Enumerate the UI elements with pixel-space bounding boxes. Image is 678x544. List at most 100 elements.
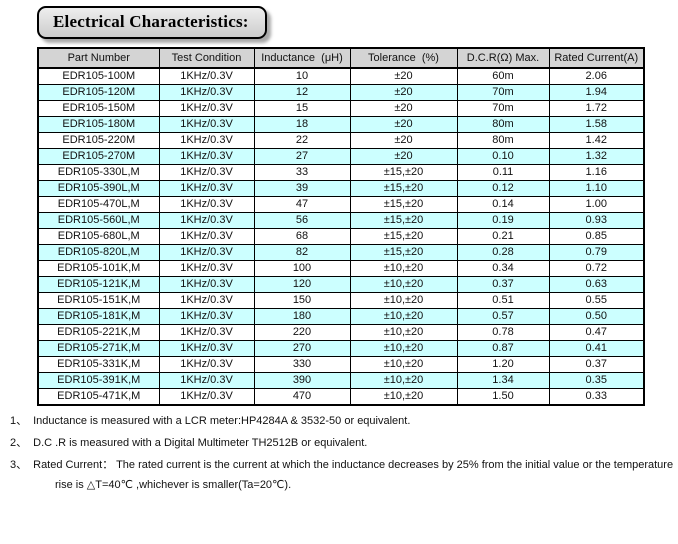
table-cell: ±20: [349, 100, 458, 117]
table-cell: 0.34: [456, 260, 550, 277]
table-row: EDR105-330L,M 1KHz/0.3V 33 ±15,±20 0.11 1.16: [37, 164, 645, 181]
table-cell: 1.58: [548, 116, 645, 133]
note-text: Rated Current： The rated current is the …: [33, 459, 674, 471]
table-row: EDR105-220M 1KHz/0.3V 22 ±20 80m 1.42: [37, 132, 645, 149]
table-row: EDR105-271K,M 1KHz/0.3V 270 ±10,±20 0.87 0.41: [37, 340, 645, 357]
column-header: Tolerance (%): [349, 47, 458, 69]
table-cell: ±20: [349, 67, 458, 85]
notes-section: 1、 Inductance is measured with a LCR mete…: [10, 412, 678, 491]
table-cell: EDR105-181K,M: [37, 308, 160, 325]
table-cell: EDR105-151K,M: [37, 292, 160, 309]
table-cell: 390: [253, 372, 351, 389]
note: 1、 Inductance is measured with a LCR mete…: [10, 412, 678, 428]
table-cell: ±20: [349, 132, 458, 149]
table-cell: 0.51: [456, 292, 550, 309]
table-cell: 60m: [456, 67, 550, 85]
table-cell: 1.00: [548, 196, 645, 213]
table-cell: 0.72: [548, 260, 645, 277]
column-header: Test Condition: [158, 47, 255, 69]
table-cell: 70m: [456, 84, 550, 101]
table-cell: 0.79: [548, 244, 645, 261]
table-cell: EDR105-330L,M: [37, 164, 160, 181]
table-row: EDR105-121K,M 1KHz/0.3V 120 ±10,±20 0.37 0.63: [37, 276, 645, 293]
table-cell: 0.19: [456, 212, 550, 229]
table-row: EDR105-180M 1KHz/0.3V 18 ±20 80m 1.58: [37, 116, 645, 133]
table-row: EDR105-331K,M 1KHz/0.3V 330 ±10,±20 1.20 0.37: [37, 356, 645, 373]
table-cell: 270: [253, 340, 351, 357]
electrical-characteristics-table: Part Number Test Condition Inductance (μH)…: [37, 47, 645, 406]
table-cell: ±10,±20: [349, 292, 458, 309]
section-title-box: Electrical Characteristics:: [37, 6, 267, 39]
table-cell: EDR105-331K,M: [37, 356, 160, 373]
table-body: EDR105-100M 1KHz/0.3V 10 ±20 60m 2.06 EDR105-1…: [37, 67, 645, 406]
table-cell: 1.50: [456, 388, 550, 406]
table-cell: 68: [253, 228, 351, 245]
table-cell: ±10,±20: [349, 372, 458, 389]
table-head: Part Number Test Condition Inductance (μH)…: [37, 47, 645, 69]
table-cell: 82: [253, 244, 351, 261]
table-cell: ±15,±20: [349, 212, 458, 229]
column-header: Rated Current(A): [548, 47, 645, 69]
table-cell: EDR105-150M: [37, 100, 160, 117]
table-cell: ±10,±20: [349, 308, 458, 325]
table-cell: 0.63: [548, 276, 645, 293]
table-cell: 1.94: [548, 84, 645, 101]
table-cell: 1.16: [548, 164, 645, 181]
table-cell: EDR105-100M: [37, 67, 160, 85]
table-cell: ±20: [349, 116, 458, 133]
note: 2、 D.C .R is measured with a Digital Mult…: [10, 434, 678, 450]
table-cell: 0.78: [456, 324, 550, 341]
table-cell: 1KHz/0.3V: [158, 356, 255, 373]
note-marker: 3、: [10, 459, 28, 471]
table-cell: 0.57: [456, 308, 550, 325]
note-text: D.C .R is measured with a Digital Multim…: [33, 437, 368, 449]
table-cell: 80m: [456, 132, 550, 149]
table-cell: 47: [253, 196, 351, 213]
table-cell: ±10,±20: [349, 356, 458, 373]
table-cell: 0.21: [456, 228, 550, 245]
table-cell: 10: [253, 67, 351, 85]
table-cell: 0.11: [456, 164, 550, 181]
table-row: EDR105-680L,M 1KHz/0.3V 68 ±15,±20 0.21 0.85: [37, 228, 645, 245]
table-row: EDR105-820L,M 1KHz/0.3V 82 ±15,±20 0.28 0.79: [37, 244, 645, 261]
table-cell: ±15,±20: [349, 244, 458, 261]
table-cell: ±10,±20: [349, 340, 458, 357]
table-cell: 0.50: [548, 308, 645, 325]
table-cell: 0.10: [456, 148, 550, 165]
table-row: EDR105-471K,M 1KHz/0.3V 470 ±10,±20 1.50 0.33: [37, 388, 645, 406]
table-cell: 0.93: [548, 212, 645, 229]
table-cell: 1.32: [548, 148, 645, 165]
table-cell: 56: [253, 212, 351, 229]
table-cell: EDR105-560L,M: [37, 212, 160, 229]
table-cell: EDR105-220M: [37, 132, 160, 149]
table-cell: 0.33: [548, 388, 645, 406]
table-cell: EDR105-270M: [37, 148, 160, 165]
table-cell: 1KHz/0.3V: [158, 116, 255, 133]
note: 3、 Rated Current： The rated current is th…: [10, 456, 678, 472]
table-cell: EDR105-120M: [37, 84, 160, 101]
table-row: EDR105-221K,M 1KHz/0.3V 220 ±10,±20 0.78 0.47: [37, 324, 645, 341]
table-cell: 220: [253, 324, 351, 341]
table-cell: 22: [253, 132, 351, 149]
note-continuation: rise is △T=40℃ ,whichever is smaller(Ta=…: [55, 479, 292, 491]
table-cell: 150: [253, 292, 351, 309]
table-row: EDR105-120M 1KHz/0.3V 12 ±20 70m 1.94: [37, 84, 645, 101]
table-cell: 80m: [456, 116, 550, 133]
table-cell: 39: [253, 180, 351, 197]
table-cell: 27: [253, 148, 351, 165]
table-cell: ±10,±20: [349, 276, 458, 293]
table-cell: 1KHz/0.3V: [158, 260, 255, 277]
table-row: EDR105-470L,M 1KHz/0.3V 47 ±15,±20 0.14 1.00: [37, 196, 645, 213]
table-cell: 0.41: [548, 340, 645, 357]
table-cell: 0.37: [456, 276, 550, 293]
table-cell: 2.06: [548, 67, 645, 85]
table-cell: 0.87: [456, 340, 550, 357]
column-header: Inductance (μH): [253, 47, 351, 69]
table-row: EDR105-150M 1KHz/0.3V 15 ±20 70m 1.72: [37, 100, 645, 117]
table-row: EDR105-101K,M 1KHz/0.3V 100 ±10,±20 0.34 0.72: [37, 260, 645, 277]
table-cell: ±15,±20: [349, 180, 458, 197]
table-cell: ±15,±20: [349, 164, 458, 181]
table-cell: ±20: [349, 84, 458, 101]
table-row: EDR105-560L,M 1KHz/0.3V 56 ±15,±20 0.19 0.93: [37, 212, 645, 229]
